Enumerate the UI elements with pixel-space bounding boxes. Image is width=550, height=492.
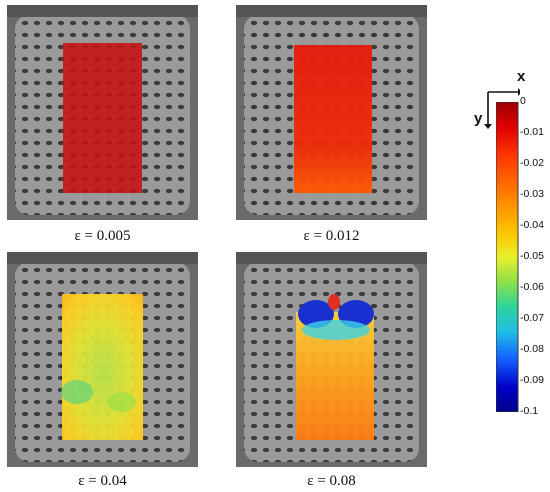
colorbar-tick-1: -0.01 (520, 126, 544, 138)
specimen-photo-1 (7, 5, 198, 220)
specimen-panel-3 (7, 252, 198, 467)
specimen-photo-2 (236, 5, 427, 220)
specimen-panel-4 (236, 252, 427, 467)
colorbar-tick-0: 0 (520, 95, 526, 107)
colorbar-gradient (496, 102, 519, 412)
colorbar-tick-8: -0.08 (520, 343, 544, 355)
colorbar-tick-9: -0.09 (520, 374, 544, 386)
specimen-panel-1 (7, 5, 198, 220)
caption-4: ε = 0.08 (307, 473, 356, 489)
x-axis-label: x (517, 68, 526, 85)
colorbar: x y 0 -0.01 -0.02 -0.03 -0.04 -0.05 -0.0… (470, 68, 550, 420)
y-axis-label: y (474, 110, 483, 127)
caption-2: ε = 0.012 (303, 228, 360, 244)
colorbar-tick-2: -0.02 (520, 157, 544, 169)
specimen-photo-4 (236, 252, 427, 467)
axis-indicator (484, 88, 520, 129)
colorbar-tick-4: -0.04 (520, 219, 544, 231)
colorbar-tick-7: -0.07 (520, 312, 544, 324)
specimen-photo-3 (7, 252, 198, 467)
specimen-panel-2 (236, 5, 427, 220)
caption-3: ε = 0.04 (78, 473, 127, 489)
colorbar-tick-3: -0.03 (520, 188, 544, 200)
caption-1: ε = 0.005 (74, 228, 131, 244)
colorbar-tick-6: -0.06 (520, 281, 544, 293)
colorbar-tick-5: -0.05 (520, 250, 544, 262)
colorbar-tick-10: -0.1 (520, 405, 539, 417)
